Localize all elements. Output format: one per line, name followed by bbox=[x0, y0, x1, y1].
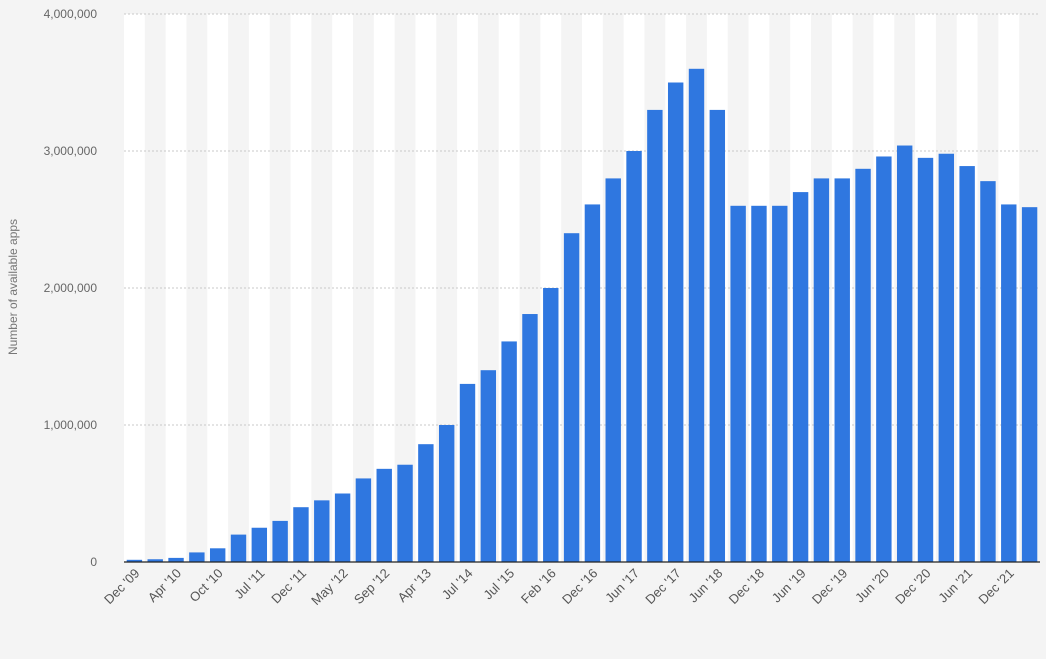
bar bbox=[751, 205, 767, 563]
bar bbox=[230, 534, 247, 562]
bar bbox=[876, 156, 892, 563]
bar bbox=[438, 425, 455, 562]
grid-lines bbox=[124, 13, 1040, 426]
bar bbox=[376, 468, 392, 562]
bar bbox=[896, 145, 913, 562]
x-tick-label: Dec '17 bbox=[642, 566, 683, 607]
y-tick-label: 1,000,000 bbox=[44, 418, 98, 432]
bar-series bbox=[126, 68, 1038, 563]
y-axis-ticks: 0 1,000,000 2,000,000 3,000,000 4,000,000 bbox=[44, 7, 98, 569]
x-tick-label: Dec '16 bbox=[559, 566, 600, 607]
bar bbox=[209, 548, 226, 562]
bar bbox=[126, 559, 143, 562]
bar bbox=[813, 178, 830, 562]
bar bbox=[1001, 204, 1017, 562]
x-tick-label: Dec '19 bbox=[809, 566, 850, 607]
x-tick-label: Dec '09 bbox=[101, 566, 142, 607]
bar bbox=[418, 444, 434, 562]
x-axis-ticks: Dec '09 Apr '10 Oct '10 Jul '11 Dec '11 May '… bbox=[101, 566, 1017, 609]
bar bbox=[605, 178, 621, 562]
bar bbox=[397, 464, 413, 562]
bar bbox=[584, 204, 601, 562]
x-tick-label: May '12 bbox=[308, 566, 351, 609]
bar bbox=[543, 288, 559, 562]
x-tick-label: Oct '10 bbox=[186, 566, 225, 605]
bar bbox=[189, 552, 205, 562]
bar bbox=[314, 500, 330, 562]
bar bbox=[459, 383, 476, 562]
bar bbox=[293, 507, 309, 562]
y-axis-label: Number of available apps bbox=[6, 219, 20, 355]
bar bbox=[688, 68, 705, 563]
x-tick-label: Jul '11 bbox=[231, 566, 267, 602]
bar bbox=[522, 314, 538, 562]
bar bbox=[501, 341, 517, 562]
bar bbox=[168, 557, 184, 562]
x-tick-label: Jul '15 bbox=[480, 566, 517, 603]
x-tick-label: Dec '11 bbox=[268, 566, 309, 607]
y-tick-label: 4,000,000 bbox=[44, 7, 98, 21]
bar bbox=[480, 370, 497, 562]
bar bbox=[772, 205, 788, 563]
x-tick-label: Jun '20 bbox=[852, 566, 892, 606]
x-tick-label: Jun '21 bbox=[935, 566, 975, 606]
bar bbox=[626, 151, 642, 562]
bar bbox=[938, 153, 955, 563]
x-tick-label: Apr '10 bbox=[145, 566, 184, 605]
x-tick-label: Apr '13 bbox=[395, 566, 434, 605]
x-tick-label: Jul '14 bbox=[439, 566, 476, 603]
x-tick-label: Jun '18 bbox=[685, 566, 725, 606]
bar bbox=[980, 181, 996, 562]
x-tick-label: Jun '19 bbox=[769, 566, 809, 606]
bar bbox=[272, 520, 288, 562]
bar bbox=[251, 527, 268, 562]
bar bbox=[147, 559, 163, 562]
bar bbox=[355, 478, 372, 562]
y-tick-label: 0 bbox=[90, 555, 97, 569]
bar bbox=[959, 166, 975, 562]
bar bbox=[855, 168, 871, 562]
x-tick-label: Dec '21 bbox=[975, 566, 1016, 607]
bar bbox=[834, 178, 850, 562]
bar bbox=[334, 493, 351, 562]
bar bbox=[730, 205, 746, 563]
bar bbox=[709, 109, 726, 563]
x-tick-label: Feb '16 bbox=[518, 566, 559, 607]
y-tick-label: 2,000,000 bbox=[44, 281, 98, 295]
bar bbox=[917, 157, 934, 562]
x-tick-label: Sep '12 bbox=[351, 566, 392, 607]
x-tick-label: Jun '17 bbox=[602, 566, 642, 606]
bar bbox=[563, 233, 580, 562]
bar bbox=[647, 109, 663, 563]
bar bbox=[1021, 207, 1038, 563]
bar bbox=[792, 192, 809, 562]
x-tick-label: Dec '20 bbox=[892, 566, 933, 607]
y-tick-label: 3,000,000 bbox=[44, 144, 98, 158]
x-tick-label: Dec '18 bbox=[726, 566, 767, 607]
bar bbox=[667, 82, 684, 562]
